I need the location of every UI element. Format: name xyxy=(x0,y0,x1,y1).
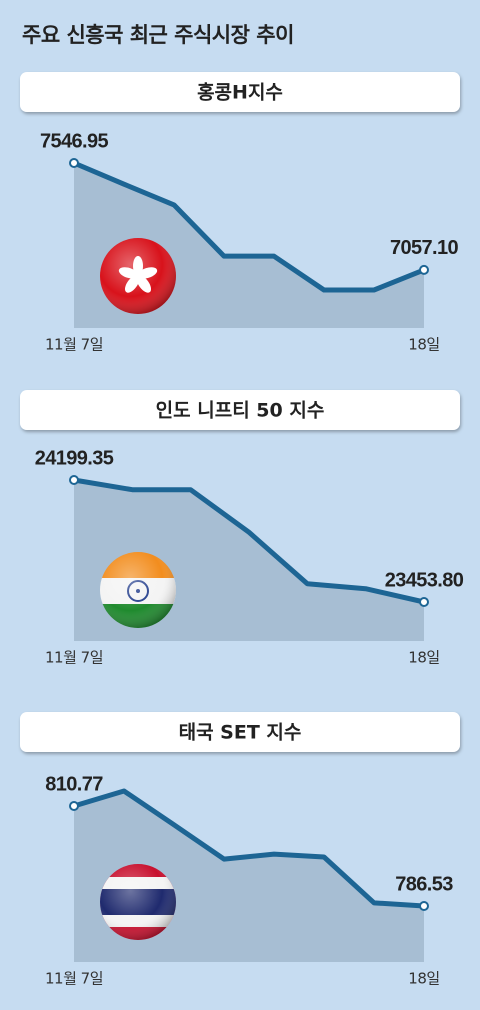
hong-kong-flag xyxy=(100,238,176,314)
value-label: 7546.95 xyxy=(40,130,109,152)
value-label: 810.77 xyxy=(45,773,103,795)
end-point xyxy=(419,264,429,275)
x-tick-label: 11월 7일 xyxy=(45,649,103,667)
end-point xyxy=(419,597,429,607)
x-tick-label: 18일 xyxy=(408,336,439,354)
value-label: 24199.35 xyxy=(35,447,114,469)
value-label: 786.53 xyxy=(395,873,453,895)
end-point xyxy=(69,800,79,811)
line xyxy=(73,788,425,909)
title-banner xyxy=(20,72,460,112)
title-banner xyxy=(20,712,460,752)
thailand-flag xyxy=(100,864,176,940)
x-tick-label: 18일 xyxy=(408,649,439,667)
end-point xyxy=(69,475,79,485)
line xyxy=(73,160,425,293)
india-flag xyxy=(100,552,176,628)
title-banner xyxy=(20,390,460,430)
end-point xyxy=(69,158,79,168)
chart-title: 인도 니프티 50 지수 xyxy=(156,400,325,422)
value-label: 23453.80 xyxy=(385,569,464,591)
chart-title: 태국 SET 지수 xyxy=(179,722,302,744)
chart-title: 홍콩H지수 xyxy=(197,81,283,104)
line xyxy=(73,477,425,605)
page-title: 주요 신흥국 최근 주식시장 추이 xyxy=(22,23,294,47)
x-tick-label: 18일 xyxy=(408,970,439,988)
x-tick-label: 11월 7일 xyxy=(45,970,103,988)
value-label: 7057.10 xyxy=(390,237,459,259)
end-point xyxy=(419,901,429,911)
x-tick-label: 11월 7일 xyxy=(45,336,103,354)
